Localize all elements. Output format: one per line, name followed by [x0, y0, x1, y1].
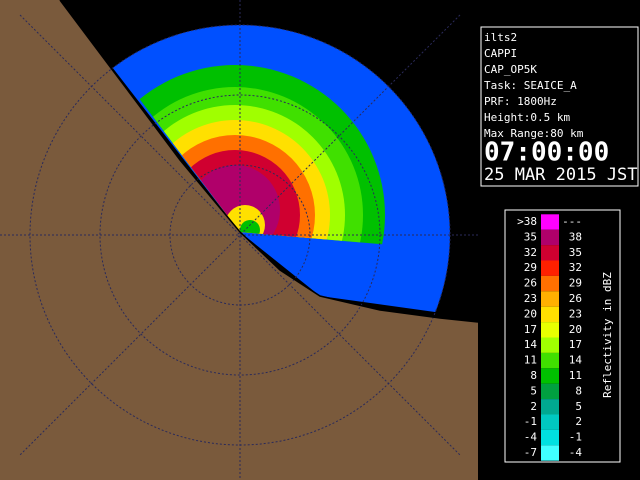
legend-low: 20 — [524, 307, 537, 320]
legend-high: -4 — [569, 446, 583, 459]
legend-low: 26 — [524, 277, 537, 290]
legend-low: 23 — [524, 292, 537, 305]
legend-swatch — [541, 229, 559, 246]
legend-swatch — [541, 414, 559, 430]
legend-swatch — [541, 429, 559, 446]
info-panel — [480, 26, 639, 187]
info-line: CAP_OP5K — [484, 63, 537, 76]
legend-high: 26 — [569, 292, 582, 305]
legend-high: 35 — [569, 246, 582, 259]
legend-high: 14 — [569, 354, 583, 367]
legend-low: 29 — [524, 261, 537, 274]
info-line: PRF: 1800Hz — [484, 95, 557, 108]
info-line: ilts2 — [484, 31, 517, 44]
legend-low: 8 — [530, 369, 537, 382]
legend-high: 8 — [575, 384, 582, 397]
info-line: CAPPI — [484, 47, 517, 60]
info-line: Height:0.5 km — [484, 111, 570, 124]
legend-low: 35 — [524, 230, 537, 243]
legend-high: 38 — [569, 230, 582, 243]
legend-swatch — [541, 214, 559, 230]
legend-high: --- — [562, 215, 582, 228]
legend-high: 17 — [569, 338, 582, 351]
legend-low: 11 — [524, 354, 537, 367]
legend-high: 11 — [569, 369, 582, 382]
info-line: Max Range:80 km — [484, 127, 584, 140]
legend-low: 14 — [524, 338, 538, 351]
date: 25 MAR 2015 JST — [484, 165, 638, 185]
legend-high: 5 — [575, 400, 582, 413]
legend-swatch — [541, 260, 559, 276]
legend-low: -1 — [524, 415, 537, 428]
legend-swatch — [541, 445, 559, 461]
legend — [504, 209, 621, 463]
legend-low: 2 — [530, 400, 537, 413]
legend-low: 32 — [524, 246, 537, 259]
legend-high: 32 — [569, 261, 582, 274]
legend-swatch — [541, 399, 559, 415]
range-rings — [0, 0, 478, 480]
legend-swatch — [541, 306, 559, 323]
legend-swatch — [541, 245, 559, 261]
legend-high: 20 — [569, 323, 582, 336]
legend-swatch — [541, 275, 559, 292]
legend-high: 2 — [575, 415, 582, 428]
legend-low: >38 — [517, 215, 537, 228]
legend-low: 17 — [524, 323, 537, 336]
legend-title: Reflectivity in dBZ — [601, 272, 614, 398]
legend-swatch — [541, 337, 559, 353]
legend-low: 5 — [530, 384, 537, 397]
legend-high: -1 — [569, 431, 582, 444]
land — [0, 0, 478, 480]
legend-swatch — [541, 383, 559, 400]
legend-swatch — [541, 352, 559, 369]
radar-map — [0, 0, 478, 480]
legend-high: 23 — [569, 307, 582, 320]
legend-swatch — [541, 291, 559, 307]
legend-low: -7 — [524, 446, 537, 459]
legend-swatch — [541, 368, 559, 384]
legend-high: 29 — [569, 277, 582, 290]
info-line: Task: SEAICE_A — [484, 79, 577, 92]
time: 07:00:00 — [484, 138, 609, 168]
legend-swatch — [541, 322, 559, 338]
legend-low: -4 — [524, 431, 538, 444]
coastline — [59, 0, 478, 323]
